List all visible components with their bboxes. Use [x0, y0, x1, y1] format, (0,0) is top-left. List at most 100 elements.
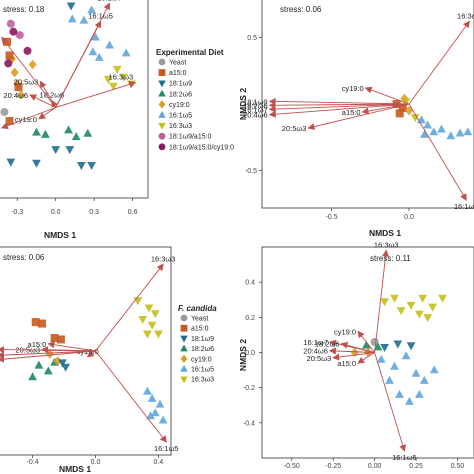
data-point	[28, 372, 37, 381]
y-tick-label: 0.4	[245, 280, 255, 287]
data-point	[158, 415, 168, 424]
loading-vector	[268, 101, 410, 109]
vector-label: 16:1ω7	[243, 105, 268, 114]
legend-marker	[180, 335, 188, 343]
legend-marker	[158, 89, 166, 97]
stress-label: stress: 0.06	[280, 5, 322, 14]
x-tick-label: 0.25	[409, 463, 423, 470]
data-point	[76, 161, 86, 170]
vector-label: 16:3ω3	[109, 73, 134, 82]
panel-3: stress: 0.0616:3ω316:1ω5cy19:020:5ω3a15:…	[0, 246, 179, 474]
stress-label: stress: 0.18	[3, 5, 45, 14]
data-point	[53, 356, 62, 366]
y-tick-label: -0.5	[245, 168, 257, 175]
data-point	[65, 146, 75, 155]
data-point	[429, 365, 439, 374]
vector-label: 16:1ω7	[97, 0, 122, 2]
loading-vector	[307, 103, 410, 131]
y-axis-label: NMDS 2	[238, 339, 248, 371]
x-tick-label: -0.50	[284, 463, 300, 470]
legend-marker	[180, 344, 188, 352]
data-point	[370, 337, 379, 346]
vector-label: 16:1ω5	[154, 444, 179, 453]
loading-vector	[340, 341, 375, 353]
loading-vector	[55, 20, 102, 108]
legend-entry: 18:2ω6	[169, 91, 192, 98]
data-point	[411, 368, 421, 377]
vector-label: 18:2ω6	[40, 91, 65, 100]
data-point	[405, 396, 414, 405]
data-point	[406, 301, 416, 310]
vector-label: 16:1ω7	[303, 338, 328, 347]
y-tick-label: 0.2	[245, 315, 255, 322]
data-point	[64, 125, 73, 134]
data-point	[112, 65, 122, 74]
x-tick-label: 0.0	[91, 459, 101, 466]
legend-entry: 16:3ω3	[191, 377, 214, 384]
y-tick-label: 0.0	[245, 350, 255, 357]
x-tick-label: 0.6	[128, 209, 138, 216]
data-point	[56, 335, 65, 344]
data-point	[373, 342, 383, 351]
loading-vector	[374, 352, 407, 452]
data-point	[361, 340, 371, 349]
legend-marker	[180, 324, 188, 332]
data-point	[446, 131, 456, 140]
legend-marker	[158, 110, 166, 118]
data-point	[5, 117, 14, 126]
data-point	[420, 129, 429, 138]
data-point	[143, 330, 152, 339]
vector-label: a15:0	[337, 359, 356, 368]
x-tick-label: -0.5	[326, 214, 338, 221]
data-point	[119, 73, 129, 82]
data-point	[144, 304, 154, 313]
vector-label: 16:1ω5	[392, 453, 417, 462]
data-point	[143, 386, 152, 395]
loading-vector	[408, 103, 467, 201]
legend-experimental-diet: Experimental Diet Yeast a15:0 18:1ω9 18:2ω6 c…	[156, 48, 234, 151]
loading-vector	[357, 352, 375, 364]
panel-1: stress: 0.18 16:1ω7 16:1ω5 16:3ω3 20:5ω3 20:4…	[0, 0, 149, 240]
vector-label: 16:3ω3	[374, 241, 399, 250]
data-point	[150, 408, 160, 417]
x-tick-label: 0.0	[51, 209, 61, 216]
data-point	[423, 314, 433, 323]
data-point	[79, 15, 89, 24]
legend-marker	[158, 69, 166, 76]
data-point	[51, 146, 61, 155]
data-point	[437, 124, 446, 133]
loading-vector	[332, 352, 375, 361]
vector-label: a15:0	[28, 340, 47, 349]
data-point	[390, 294, 399, 303]
data-point	[429, 127, 439, 136]
legend-marker	[158, 122, 166, 130]
data-point	[401, 98, 411, 107]
x-tick-label: 0.00	[368, 463, 382, 470]
data-point	[34, 360, 44, 369]
legend-entry: a15:0	[169, 70, 187, 77]
legend-entry: 18:2ω6	[191, 346, 214, 353]
loading-vector	[268, 97, 410, 105]
data-point	[5, 51, 14, 60]
data-point	[4, 59, 13, 68]
data-point	[83, 128, 93, 137]
data-point	[61, 363, 71, 372]
loading-vector	[268, 103, 410, 113]
y-tick-label: 0.0	[247, 102, 257, 109]
vector-label: 20:5ω3	[307, 354, 332, 363]
vector-label: 20:4ω6	[243, 111, 268, 120]
vector-label: 18:1ω9	[243, 97, 268, 106]
loading-vector	[408, 20, 470, 105]
data-point	[350, 347, 359, 358]
vector-label: 20:5ω3	[14, 77, 39, 86]
panel-4: stress: 0.11 16:3ω3 16:1ω5 cy19:0 16:1ω718:2…	[238, 241, 474, 470]
panel-frame	[0, 0, 149, 199]
data-point	[438, 294, 447, 303]
legend-marker	[158, 143, 166, 151]
legend-entry: 18:1ω9	[191, 336, 214, 343]
vector-label: 16:3ω3	[151, 254, 176, 263]
loading-vector	[0, 346, 96, 354]
data-point	[380, 344, 389, 353]
panel-frame	[0, 246, 172, 456]
